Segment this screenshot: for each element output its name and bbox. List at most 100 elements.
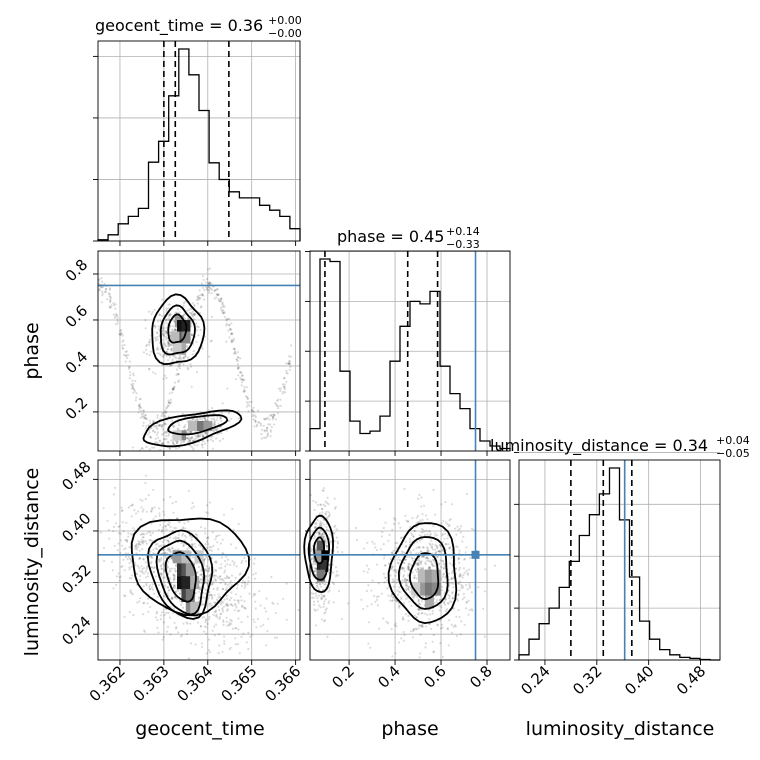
sample-point (171, 546, 174, 549)
sample-point (430, 539, 433, 542)
sample-point (138, 398, 141, 401)
sample-point (154, 431, 157, 434)
sample-point (163, 414, 167, 417)
sample-point (320, 522, 324, 525)
sample-point (144, 427, 147, 430)
sample-point (216, 433, 219, 436)
sample-point (417, 564, 420, 567)
sample-point (243, 582, 246, 586)
density-cell (418, 582, 427, 596)
sample-point (394, 518, 397, 521)
sample-point (171, 387, 174, 390)
sample-point (248, 592, 251, 595)
sample-point (341, 551, 344, 554)
sample-point (464, 551, 467, 554)
sample-point (321, 533, 324, 536)
sample-point (100, 277, 103, 280)
sample-point (119, 333, 122, 336)
sample-point (412, 636, 415, 639)
sample-point (437, 563, 440, 566)
sample-point (151, 588, 154, 591)
sample-point (215, 296, 218, 299)
sample-point (211, 531, 214, 534)
sample-point (247, 576, 250, 579)
sample-point (169, 633, 172, 636)
sample-point (206, 286, 210, 289)
sample-point (282, 385, 285, 388)
sample-point (179, 356, 182, 359)
sample-point (200, 642, 204, 645)
sample-point (175, 597, 178, 600)
sample-point (167, 440, 170, 443)
sample-point (120, 332, 123, 335)
sample-point (172, 586, 175, 589)
sample-point (144, 474, 148, 477)
x-tick-label-phase: 0.6 (420, 662, 450, 692)
sample-point (493, 564, 497, 567)
sample-point (230, 322, 233, 325)
sample-point (392, 569, 395, 572)
sample-point (247, 631, 250, 635)
sample-point (190, 507, 193, 510)
sample-point (274, 402, 277, 405)
contour-line (164, 551, 197, 603)
sample-point (242, 390, 245, 393)
sample-point (158, 313, 161, 316)
sample-point (226, 602, 229, 605)
sample-point (430, 546, 434, 549)
sample-point (328, 568, 331, 572)
sample-point (206, 430, 210, 434)
sample-point (331, 571, 335, 574)
sample-point (420, 531, 423, 534)
sample-point (410, 564, 413, 567)
density-cell (203, 421, 213, 432)
sample-point (266, 426, 269, 429)
sample-point (426, 518, 429, 521)
sample-point (145, 567, 148, 571)
sample-point (227, 604, 230, 607)
sample-point (327, 601, 330, 605)
sample-point (170, 557, 174, 561)
sample-point (241, 559, 244, 562)
sample-point (175, 590, 178, 593)
sample-point (418, 656, 421, 659)
sample-point (132, 527, 135, 530)
sample-point (152, 551, 155, 555)
sample-point (125, 538, 128, 542)
sample-point (201, 286, 205, 289)
sample-point (399, 591, 402, 594)
sample-point (265, 417, 268, 420)
sample-point (336, 546, 339, 549)
sample-point (164, 422, 168, 425)
sample-point (107, 528, 110, 531)
sample-point (205, 431, 208, 434)
sample-point (438, 604, 441, 607)
sample-point (289, 344, 293, 347)
sample-point (170, 596, 173, 600)
sample-point (194, 434, 197, 437)
sample-point (483, 590, 486, 593)
sample-point (226, 387, 229, 390)
sample-point (417, 598, 420, 602)
sample-point (458, 561, 461, 565)
sample-point (241, 378, 244, 381)
sample-point (333, 525, 336, 529)
sample-point (235, 627, 238, 630)
sample-point (189, 445, 192, 448)
x-tick-label-phase: 0.8 (466, 662, 496, 692)
sample-point (156, 416, 159, 419)
sample-point (157, 424, 160, 428)
sample-point (452, 586, 455, 589)
sample-point (208, 651, 212, 654)
sample-point (285, 618, 288, 621)
sample-point (221, 402, 224, 405)
sample-point (387, 562, 390, 565)
sample-point (221, 538, 224, 541)
sample-point (152, 430, 155, 433)
sample-point (365, 564, 369, 567)
sample-point (413, 576, 416, 579)
sample-point (222, 619, 225, 622)
sample-point (166, 341, 170, 344)
sample-point (415, 577, 418, 580)
sample-point (418, 493, 421, 496)
